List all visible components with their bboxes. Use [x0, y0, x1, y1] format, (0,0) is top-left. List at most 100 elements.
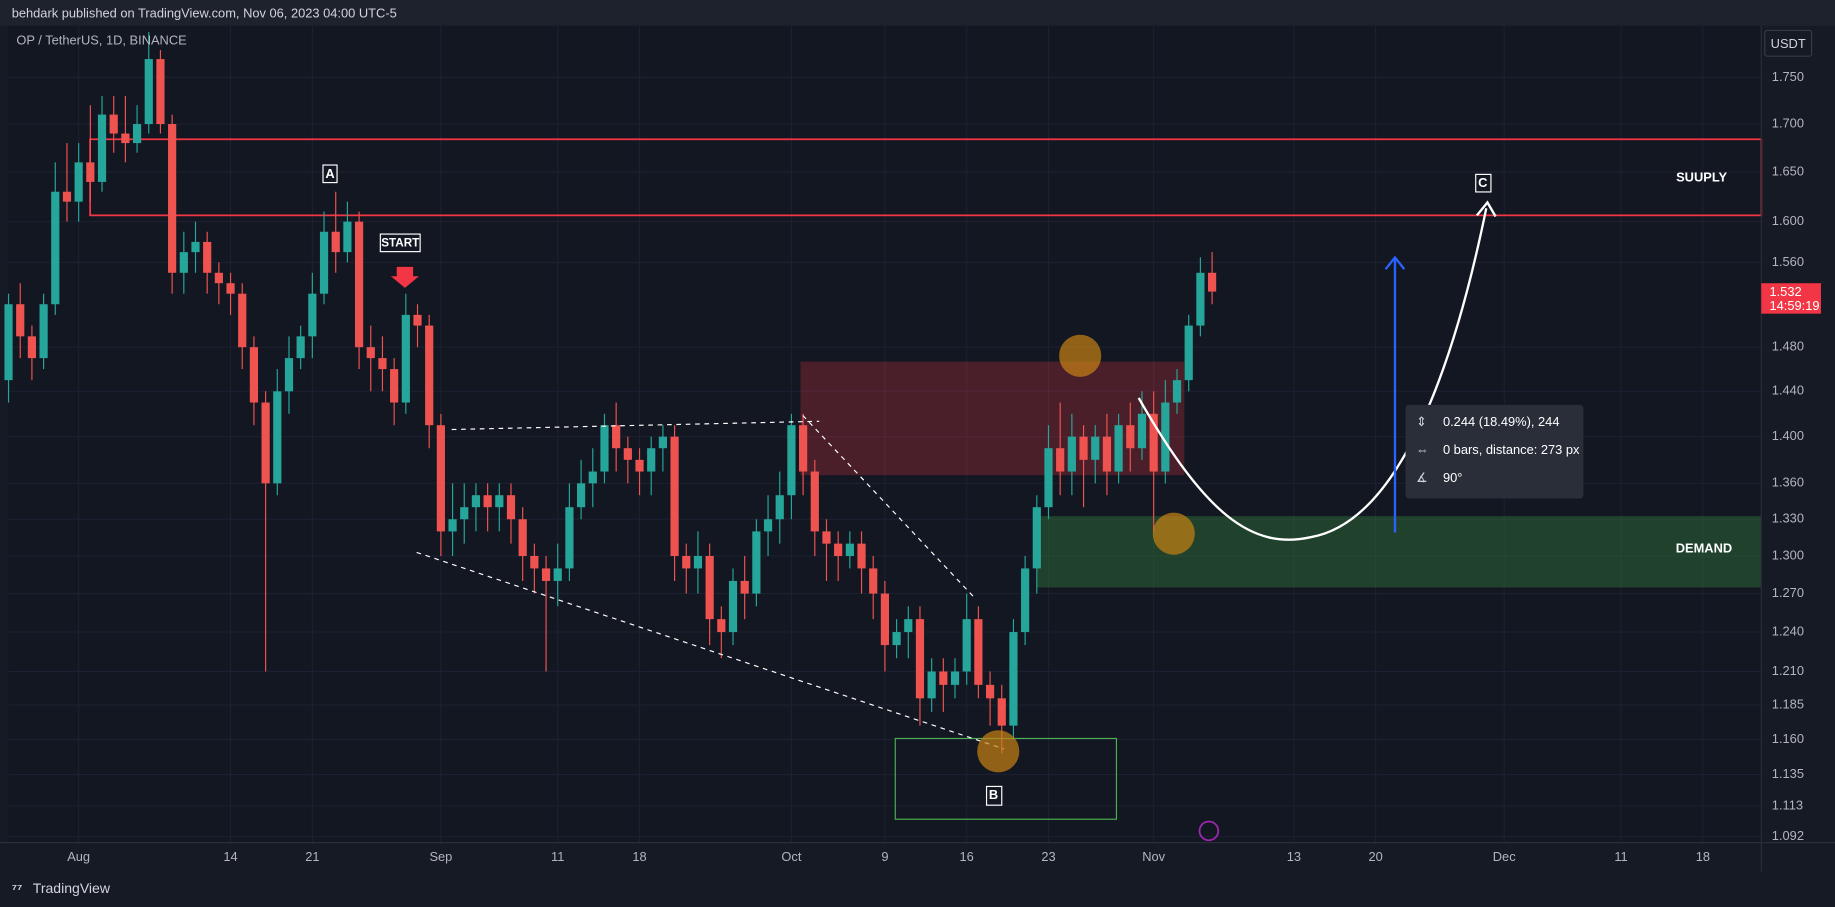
candle-body	[799, 425, 808, 472]
candle-body	[203, 241, 212, 273]
candle-body	[810, 471, 819, 532]
candle-body	[553, 568, 562, 581]
candle-body	[752, 531, 761, 594]
x-tick-label: 11	[551, 849, 564, 864]
demand-zone	[1036, 516, 1762, 588]
y-tick-label: 1.300	[1772, 547, 1804, 562]
icon: ⇔	[1416, 442, 1429, 457]
candle-body	[1184, 325, 1193, 381]
x-tick-label: 11	[1614, 849, 1627, 864]
candle-body	[308, 293, 317, 337]
y-tick-label: 1.560	[1772, 254, 1804, 269]
candle-body	[436, 425, 445, 532]
footer	[0, 871, 1835, 907]
candle-body	[600, 425, 609, 472]
candle-body	[214, 272, 223, 284]
candle-body	[1056, 448, 1065, 472]
candle-body	[1067, 436, 1076, 472]
candle-body	[39, 304, 48, 359]
candle-body	[927, 671, 936, 699]
measure-arrowhead	[1384, 255, 1406, 270]
candle-body	[121, 133, 130, 144]
candle-body	[904, 619, 913, 633]
x-tick-label: 20	[1369, 849, 1383, 864]
candle-body	[238, 293, 247, 348]
candle-body	[541, 568, 551, 581]
x-tick-label: 18	[632, 849, 646, 864]
candle-body	[132, 124, 142, 144]
candle-body	[249, 347, 259, 403]
dashed-line	[416, 551, 1005, 750]
x-tick-label: 18	[1696, 849, 1710, 864]
y-tick-label: 1.240	[1772, 623, 1804, 638]
candle-body	[974, 619, 983, 685]
candle-body	[822, 531, 831, 544]
symbol-legend: OP / TetherUS, 1D, BINANCE	[16, 32, 187, 47]
currency-box[interactable]	[1764, 29, 1813, 57]
candle-body	[74, 162, 83, 202]
resistance-zone	[800, 361, 1185, 476]
x-tick-label: Aug	[67, 849, 90, 864]
candle-body	[915, 619, 925, 699]
measure-bars: 0 bars, distance: 273 px	[1443, 442, 1580, 457]
candle-body	[869, 568, 878, 594]
x-tick-label: 21	[305, 849, 319, 864]
y-tick-label: 1.135	[1772, 766, 1804, 781]
x-tick-label: Oct	[781, 849, 801, 864]
candle-body	[331, 231, 340, 253]
candle-body	[460, 507, 469, 520]
candle-body	[623, 448, 632, 460]
x-tick-label: Dec	[1493, 849, 1516, 864]
candle-body	[775, 495, 784, 520]
candle-body	[682, 555, 691, 569]
candle-body	[319, 231, 329, 294]
header-bar	[0, 0, 1835, 26]
demand-label: DEMAND	[1676, 540, 1732, 555]
candle-body	[425, 325, 434, 426]
candle-body	[588, 471, 597, 484]
candle-body	[1172, 380, 1182, 403]
candle-body	[97, 114, 107, 182]
x-tick-label: 23	[1041, 849, 1055, 864]
candle-body	[892, 632, 901, 646]
y-tick-label: 1.650	[1772, 164, 1804, 179]
label-start: START	[381, 237, 420, 250]
currency: USDT	[1771, 36, 1806, 51]
event-icon[interactable]	[1198, 820, 1220, 842]
header-text: behdark published on TradingView.com, No…	[12, 5, 397, 20]
label-c: C	[1478, 175, 1487, 190]
candle-body	[939, 671, 948, 685]
candle-body	[997, 698, 1006, 726]
y-tick-label: 1.185	[1772, 697, 1804, 712]
y-tick-label: 1.600	[1772, 213, 1804, 228]
candle-body	[261, 402, 270, 484]
y-tick-label: 1.113	[1772, 797, 1803, 812]
candle-body	[179, 252, 188, 273]
y-tick-label: 1.160	[1772, 731, 1804, 746]
candle-body	[413, 314, 422, 326]
x-tick-label: 14	[223, 849, 237, 864]
candle-body	[156, 59, 165, 125]
candle-body	[518, 519, 527, 556]
candle-body	[296, 336, 305, 359]
y-tick-label: 1.270	[1772, 585, 1804, 600]
candle-body	[226, 283, 235, 294]
candle-body	[483, 495, 492, 508]
icon: ⇕	[1416, 414, 1427, 429]
candle-body	[354, 221, 364, 348]
highlight-circle	[977, 730, 1020, 773]
candle-body	[1137, 413, 1147, 449]
candle-body	[787, 425, 796, 496]
candle-body	[1021, 568, 1030, 633]
y-tick-label: 1.210	[1772, 663, 1804, 678]
y-tick-label: 1.440	[1772, 383, 1804, 398]
candle-body	[1126, 425, 1135, 449]
label-box	[985, 785, 1003, 806]
measure-angle: 90°	[1443, 470, 1462, 485]
y-tick-label: 1.400	[1772, 428, 1804, 443]
candle-body	[1044, 448, 1053, 508]
candle-body	[1207, 272, 1217, 292]
candle-body	[1032, 507, 1041, 569]
